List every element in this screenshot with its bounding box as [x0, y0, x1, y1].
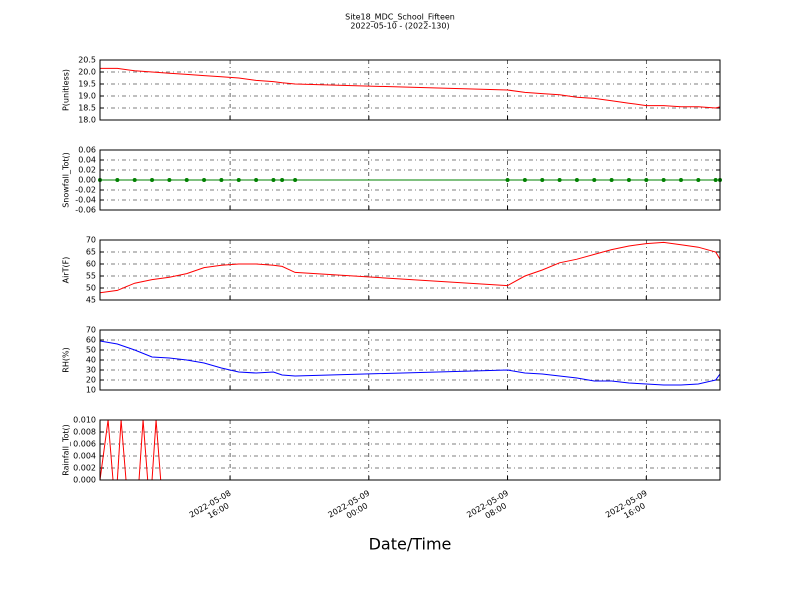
y-tick-label: 20.0 — [78, 68, 96, 77]
data-point — [505, 178, 510, 182]
data-point — [132, 178, 137, 182]
y-tick-label: 10 — [86, 386, 96, 395]
y-axis-label: Snowfall_Tot() — [62, 152, 71, 208]
data-point — [293, 178, 298, 182]
plot-frame — [99, 149, 721, 211]
chart-title: Site18_MDC_School_Fifteen — [345, 13, 455, 22]
y-tick-label: 60 — [86, 336, 96, 345]
data-point — [202, 178, 207, 182]
y-tick-label: 65 — [86, 248, 96, 257]
y-tick-label: 18.5 — [78, 104, 96, 113]
y-tick-label: 50 — [86, 346, 96, 355]
y-tick-label: -0.02 — [75, 186, 96, 195]
y-tick-label: 30 — [86, 366, 96, 375]
data-point — [557, 178, 562, 182]
y-tick-label: -0.04 — [75, 196, 96, 205]
data-point — [115, 178, 120, 182]
y-tick-label: 0.008 — [73, 428, 96, 437]
data-point — [696, 178, 701, 182]
y-axis-label: RH(%) — [62, 347, 71, 372]
y-tick-label: 0.010 — [73, 416, 96, 425]
data-point — [254, 178, 259, 182]
y-tick-label: -0.06 — [75, 206, 96, 215]
chart-subtitle: 2022-05-10 - (2022-130) — [350, 22, 449, 31]
data-point — [219, 178, 224, 182]
y-axis-label: AirT(F) — [62, 257, 71, 284]
data-point — [609, 178, 614, 182]
y-tick-label: 0.006 — [73, 440, 96, 449]
y-tick-label: 20 — [86, 376, 96, 385]
data-point — [678, 178, 683, 182]
x-tick-label: 2022-05-0908:00 — [465, 488, 515, 528]
y-tick-label: 70 — [86, 236, 96, 245]
data-point — [574, 178, 579, 182]
data-point — [271, 178, 276, 182]
y-tick-label: 40 — [86, 356, 96, 365]
data-point — [167, 178, 172, 182]
y-tick-label: 55 — [86, 272, 96, 281]
x-tick-label: 2022-05-0816:00 — [188, 488, 238, 528]
y-tick-label: 0.02 — [78, 166, 96, 175]
plot-frame — [99, 329, 721, 391]
y-tick-label: 50 — [86, 284, 96, 293]
data-line — [99, 419, 720, 481]
y-tick-label: 19.5 — [78, 80, 96, 89]
data-point — [280, 178, 285, 182]
data-point — [540, 178, 545, 182]
y-tick-label: 20.5 — [78, 56, 96, 65]
data-point — [592, 178, 597, 182]
data-point — [184, 178, 189, 182]
y-tick-label: 0.002 — [73, 464, 96, 473]
plot-frame — [99, 419, 721, 481]
y-tick-label: 70 — [86, 326, 96, 335]
y-tick-label: 0.04 — [78, 156, 96, 165]
data-line — [99, 241, 721, 294]
y-tick-label: 0.00 — [78, 176, 96, 185]
x-axis-label: Date/Time — [369, 535, 452, 554]
data-line — [99, 340, 721, 386]
x-tick-label: 2022-05-0916:00 — [604, 488, 654, 528]
y-tick-label: 0.004 — [73, 452, 96, 461]
y-tick-label: 60 — [86, 260, 96, 269]
data-point — [661, 178, 666, 182]
data-point — [644, 178, 649, 182]
y-tick-label: 19.0 — [78, 92, 96, 101]
x-tick-label: 2022-05-0900:00 — [326, 488, 376, 528]
data-point — [522, 178, 527, 182]
y-axis-label: P(unitless) — [62, 69, 71, 111]
plot-frame — [99, 59, 721, 121]
y-axis-label: Rainfall_Tot() — [62, 424, 71, 476]
data-point — [713, 178, 718, 182]
data-line — [100, 67, 721, 109]
y-tick-label: 0.06 — [78, 146, 96, 155]
y-tick-label: 45 — [86, 296, 96, 305]
y-tick-label: 0.000 — [73, 476, 96, 485]
plot-frame — [99, 239, 721, 301]
data-point — [236, 178, 241, 182]
data-point — [626, 178, 631, 182]
data-point — [150, 178, 155, 182]
y-tick-label: 18.0 — [78, 116, 96, 125]
